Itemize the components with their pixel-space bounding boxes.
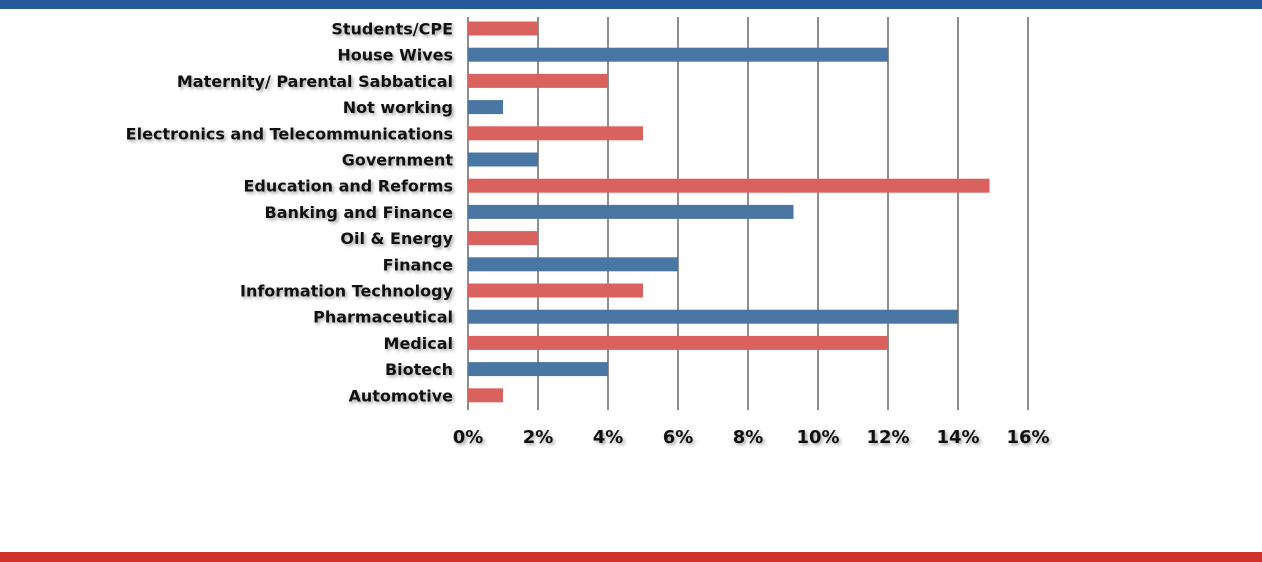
x-tick-label: 2% (523, 427, 554, 448)
x-tick-label: 14% (936, 427, 979, 448)
top-accent-bar (0, 0, 1262, 9)
x-tick-label: 6% (663, 427, 694, 448)
bar (468, 283, 643, 298)
bar (468, 73, 608, 88)
bar (468, 47, 888, 62)
category-label: Automotive (349, 386, 454, 405)
category-label: Maternity/ Parental Sabbatical (177, 72, 453, 91)
category-label: Information Technology (240, 282, 454, 301)
x-tick-label: 0% (453, 427, 484, 448)
category-label: Education and Reforms (243, 177, 453, 196)
bar (468, 257, 678, 272)
bar (468, 178, 990, 193)
category-label: Students/CPE (331, 20, 453, 39)
category-label: Government (342, 151, 454, 170)
bar (468, 335, 888, 350)
x-tick-label: 10% (796, 427, 839, 448)
category-label: Finance (383, 255, 453, 274)
category-label: Not working (343, 98, 453, 117)
category-label: Oil & Energy (340, 229, 453, 248)
bar (468, 21, 538, 36)
category-label: Medical (384, 334, 453, 353)
x-tick-label: 4% (593, 427, 624, 448)
category-label: House Wives (337, 46, 453, 65)
bar (468, 231, 538, 246)
category-label: Biotech (385, 360, 453, 379)
category-label: Electronics and Telecommunications (126, 124, 453, 143)
bar (468, 309, 958, 324)
x-tick-label: 16% (1006, 427, 1049, 448)
category-label: Banking and Finance (265, 203, 454, 222)
bar (468, 126, 643, 141)
bar (468, 152, 538, 167)
bottom-accent-bar (0, 552, 1262, 562)
x-tick-label: 8% (733, 427, 764, 448)
bar (468, 388, 503, 403)
bar (468, 100, 503, 115)
category-label: Pharmaceutical (313, 308, 453, 327)
x-tick-label: 12% (866, 427, 909, 448)
bar (468, 204, 794, 219)
bar (468, 362, 608, 377)
